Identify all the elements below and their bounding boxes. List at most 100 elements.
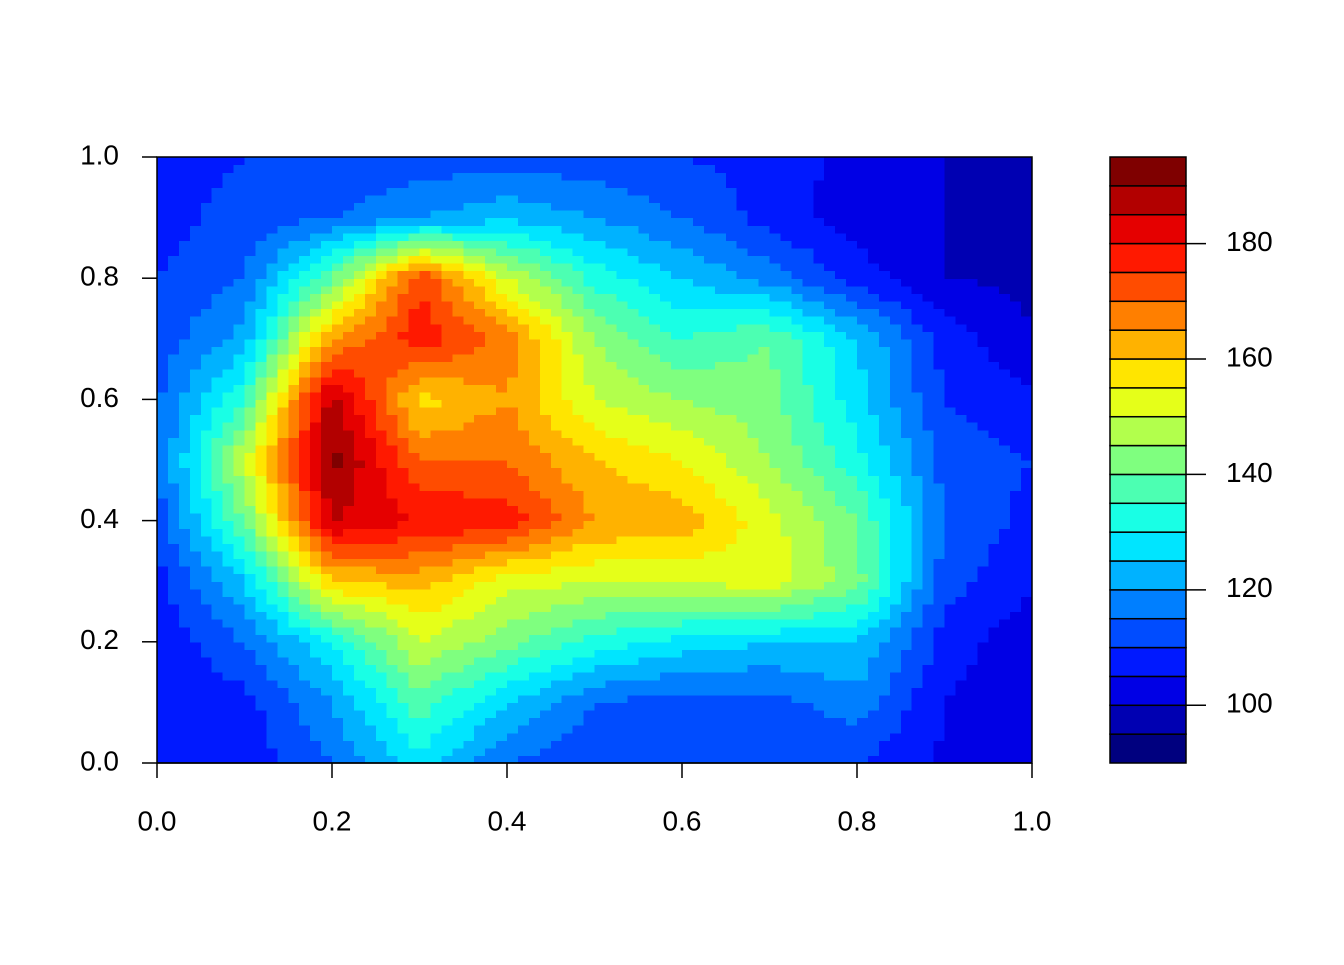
contour-cell [353,300,366,310]
contour-cell [703,369,716,378]
contour-cell [550,331,563,340]
contour-cell [583,346,596,355]
contour-cell [353,444,366,454]
contour-cell [375,558,388,567]
contour-cell [452,566,464,575]
contour-cell [627,384,639,393]
contour-cell [474,687,486,696]
contour-cell [485,694,497,703]
contour-cell [988,596,1000,605]
contour-cell [496,687,508,696]
contour-cell [288,444,300,454]
contour-cell [496,755,508,764]
contour-cell [638,460,650,469]
contour-cell [966,437,978,446]
contour-cell [353,399,366,408]
contour-cell [857,656,869,666]
contour-cell [791,467,803,476]
contour-cell [222,323,235,332]
contour-cell [780,285,792,294]
contour-cell [299,316,311,325]
contour-cell [955,694,967,703]
contour-cell [857,406,869,416]
contour-cell [944,755,957,764]
contour-cell [867,444,880,454]
contour-cell [780,747,792,757]
contour-cell [255,520,267,529]
contour-cell [758,497,771,507]
contour-cell [594,467,607,476]
contour-cell [725,300,738,310]
contour-cell [408,513,421,522]
contour-cell [725,285,738,294]
contour-cell [988,550,1000,560]
contour-cell [550,460,563,469]
contour-cell [966,467,978,476]
contour-cell [846,694,858,703]
contour-cell [496,308,508,317]
contour-cell [791,717,803,726]
contour-cell [736,437,749,446]
contour-cell [747,414,760,423]
contour-cell [408,747,421,757]
contour-cell [167,384,180,393]
contour-cell [189,649,202,658]
contour-cell [835,550,847,560]
contour-cell [605,399,617,408]
contour-cell [736,694,749,703]
contour-cell [474,649,486,658]
contour-cell [463,437,475,446]
contour-cell [496,422,508,431]
contour-cell [277,581,289,590]
contour-cell [725,452,738,461]
contour-cell [321,641,333,650]
contour-cell [944,649,957,658]
contour-cell [966,452,978,461]
contour-cell [813,475,825,484]
contour-cell [682,505,694,514]
contour-cell [255,293,267,302]
contour-cell [266,747,278,757]
contour-cell [922,444,935,454]
contour-cell [867,513,880,522]
contour-cell [321,278,333,287]
contour-cell [682,422,694,431]
contour-cell [561,702,574,711]
contour-cell [725,338,738,347]
contour-cell [682,399,694,408]
contour-cell [867,338,880,347]
contour-cell [889,346,902,355]
contour-cell [299,747,311,757]
contour-cell [747,702,760,711]
contour-cell [233,679,246,688]
contour-cell [627,323,639,332]
contour-cell [900,649,913,658]
contour-cell [703,687,716,696]
contour-cell [539,687,552,696]
contour-cell [255,634,267,643]
contour-cell [791,308,803,317]
contour-cell [846,709,858,719]
contour-cell [671,353,683,363]
contour-cell [824,422,836,431]
contour-cell [714,361,727,370]
contour-cell [397,513,410,522]
contour-cell [189,634,202,643]
contour-cell [463,535,475,544]
contour-cell [353,725,366,734]
contour-cell [222,505,235,514]
contour-cell [211,543,224,552]
contour-cell [999,588,1011,597]
contour-cell [780,520,792,529]
contour-cell [638,566,650,575]
contour-cell [758,467,771,476]
contour-cell [561,581,574,590]
contour-cell [955,422,967,431]
contour-cell [310,391,322,400]
contour-cell [222,581,235,590]
contour-cell [703,702,716,711]
contour-cell [157,641,169,650]
contour-cell [988,391,1000,400]
contour-cell [791,475,803,484]
contour-cell [452,603,464,613]
